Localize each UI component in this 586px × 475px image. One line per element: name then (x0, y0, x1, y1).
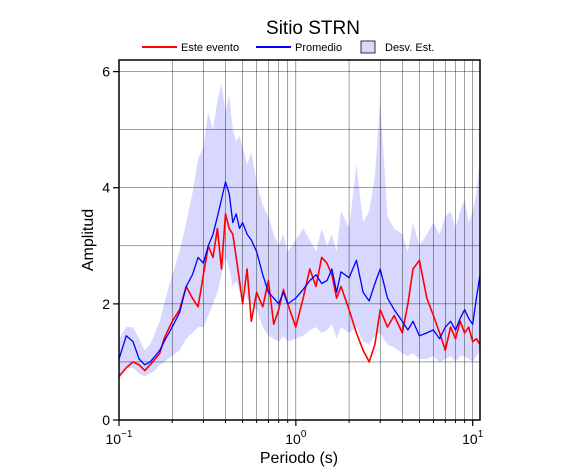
std-band-layer (119, 83, 480, 380)
legend-swatch-desv-est (360, 40, 376, 54)
y-axis-label: Amplitud (80, 209, 97, 271)
series-line-promedio (118, 181, 481, 366)
std-band (119, 83, 480, 380)
y-tick-label: 0 (102, 412, 110, 428)
x-axis-ticks: 10−1 100 101 (106, 420, 484, 447)
x-axis-label: Periodo (s) (260, 450, 338, 467)
y-tick-label: 6 (102, 64, 110, 80)
legend-label-este-evento: Este evento (181, 42, 239, 54)
y-tick-label: 4 (102, 180, 110, 196)
series-layer (118, 181, 481, 378)
chart-title: Sitio STRN (266, 18, 360, 39)
x-tick-label: 10−1 (106, 429, 133, 447)
legend-label-promedio: Promedio (295, 42, 342, 54)
x-tick-label: 101 (462, 429, 484, 447)
grid-layer (119, 60, 480, 420)
y-tick-label: 2 (102, 296, 110, 312)
x-tick-label: 100 (285, 429, 307, 447)
plot-area (118, 59, 481, 421)
plot-frame (118, 59, 481, 421)
y-axis-ticks: 0 2 4 6 (102, 64, 119, 428)
legend-label-desv-est: Desv. Est. (385, 42, 434, 54)
chart-legend: Este evento Promedio Desv. Est. (142, 40, 434, 54)
